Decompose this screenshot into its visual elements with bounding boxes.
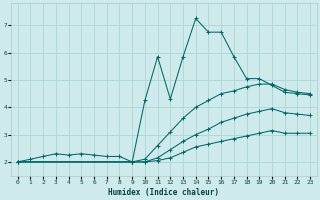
X-axis label: Humidex (Indice chaleur): Humidex (Indice chaleur) [108, 188, 220, 197]
